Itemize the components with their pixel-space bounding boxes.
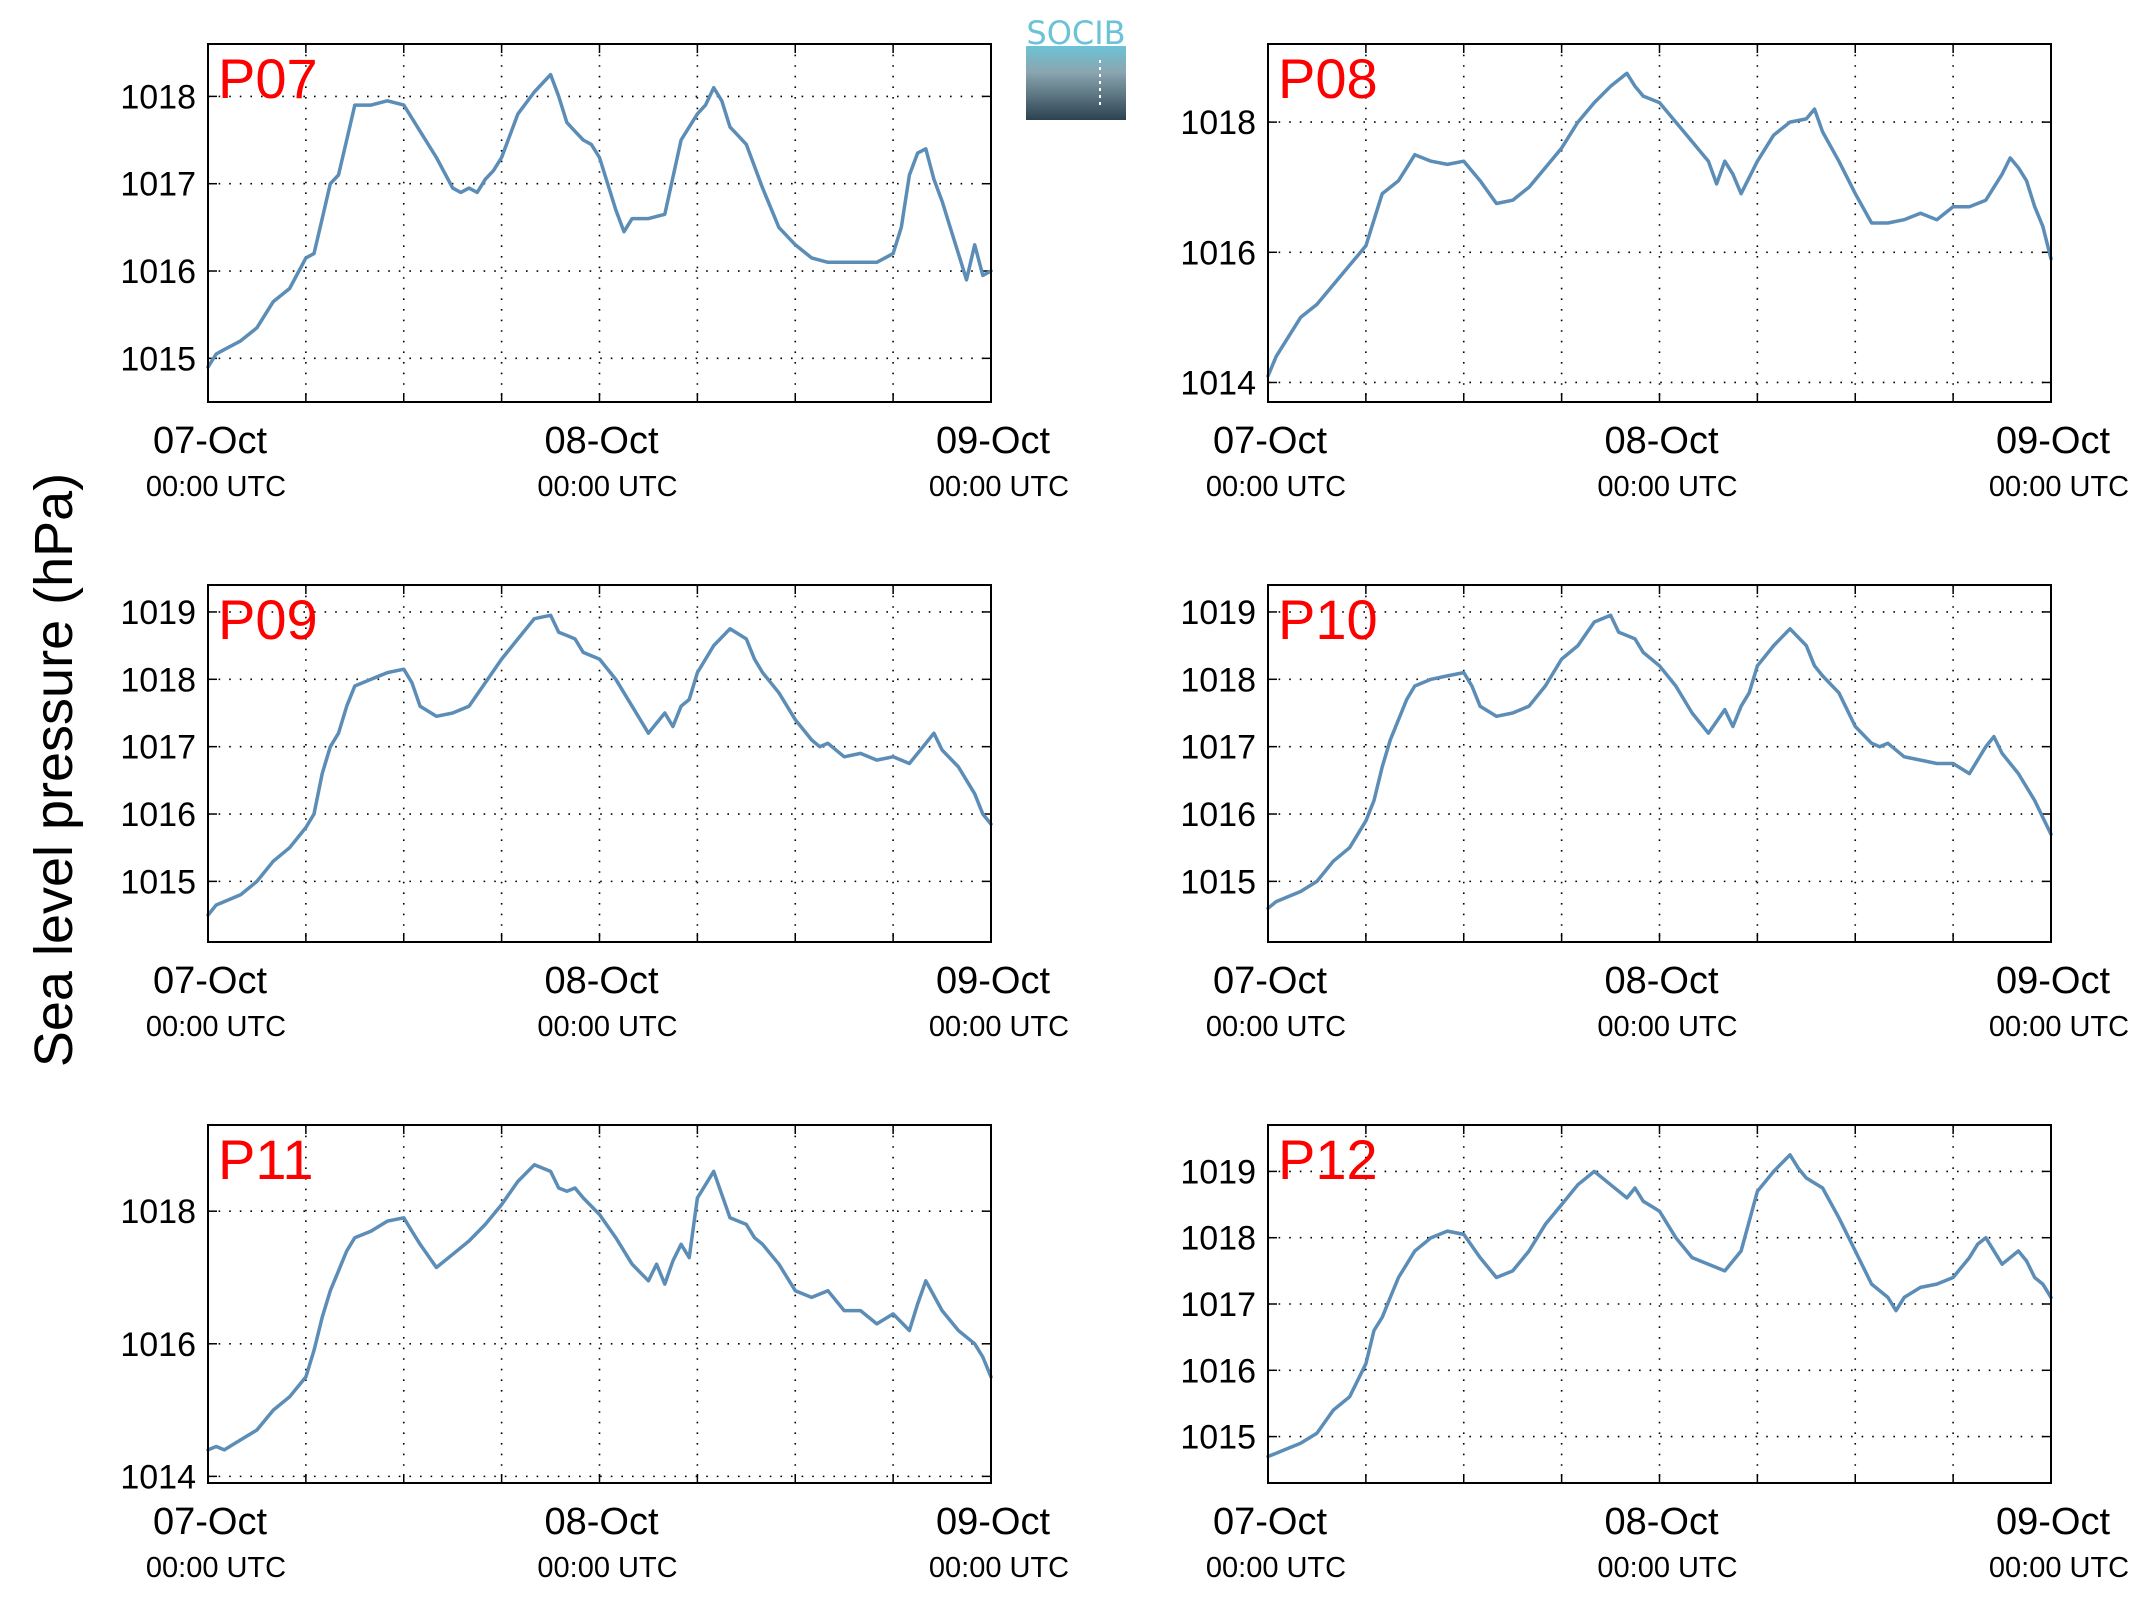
x-tick-label-time: 00:00 UTC xyxy=(929,1552,1069,1584)
chart-panel-p12: 1015 1016 1017 1018 1019 07-Oct 00:00 UTC 08-Oc… xyxy=(1180,1124,2129,1584)
y-tick-label: 1015 xyxy=(1180,863,1256,901)
logo-text: SOCIB xyxy=(1026,14,1125,52)
plot-frame xyxy=(207,584,992,943)
x-tick-label-time: 00:00 UTC xyxy=(1206,471,1346,503)
y-tick-label: 1016 xyxy=(1180,796,1256,834)
x-tick-label-date: 07-Oct xyxy=(153,420,267,462)
series-line xyxy=(206,72,993,369)
y-tick-label: 1015 xyxy=(120,863,196,901)
x-tick-label-time: 00:00 UTC xyxy=(1989,1552,2129,1584)
x-tick-label-date: 09-Oct xyxy=(936,960,1050,1002)
x-tick-label-date: 08-Oct xyxy=(544,420,658,462)
plot-frame xyxy=(1267,1124,2052,1484)
y-axis-label: Sea level pressure (hPa) xyxy=(24,473,84,1067)
y-tick-label: 1014 xyxy=(120,1458,196,1496)
plot-frame xyxy=(1267,584,2052,943)
y-tick-label: 1017 xyxy=(1180,729,1256,767)
x-tick-label-time: 00:00 UTC xyxy=(146,1011,286,1043)
x-tick-label-time: 00:00 UTC xyxy=(537,1011,677,1043)
x-tick-label-time: 00:00 UTC xyxy=(1597,1552,1737,1584)
x-tick-label-date: 09-Oct xyxy=(936,1501,1050,1543)
y-tick-label: 1019 xyxy=(1180,1153,1256,1191)
x-tick-label-date: 08-Oct xyxy=(1604,420,1718,462)
socib-logo: SOCIB xyxy=(1026,14,1126,120)
x-tick-label-date: 08-Oct xyxy=(1604,960,1718,1002)
plot-frame xyxy=(207,1124,992,1484)
x-tick-label-date: 09-Oct xyxy=(936,420,1050,462)
x-tick-label-time: 00:00 UTC xyxy=(1597,1011,1737,1043)
y-tick-label: 1016 xyxy=(1180,1352,1256,1390)
x-tick-label-time: 00:00 UTC xyxy=(1989,1011,2129,1043)
series-line xyxy=(1266,613,2053,911)
series-line xyxy=(1266,71,2053,378)
y-tick-label: 1015 xyxy=(120,340,196,378)
x-tick-label-time: 00:00 UTC xyxy=(146,1552,286,1584)
x-tick-label-time: 00:00 UTC xyxy=(146,471,286,503)
plot-frame xyxy=(207,43,992,403)
y-tick-label: 1018 xyxy=(120,78,196,116)
panel-title: P09 xyxy=(218,588,318,651)
y-tick-label: 1018 xyxy=(120,1193,196,1231)
chart-panel-p09: 1015 1016 1017 1018 1019 07-Oct 00:00 UTC 08-Oc… xyxy=(120,584,1069,1043)
x-tick-label-time: 00:00 UTC xyxy=(929,1011,1069,1043)
y-tick-label: 1014 xyxy=(1180,364,1256,402)
x-tick-label-time: 00:00 UTC xyxy=(1989,471,2129,503)
y-tick-label: 1015 xyxy=(1180,1419,1256,1457)
x-tick-label-date: 07-Oct xyxy=(153,960,267,1002)
y-tick-label: 1018 xyxy=(120,661,196,699)
chart-panel-p07: 1015 1016 1017 1018 07-Oct 00:00 UTC 08-Oct 00:… xyxy=(120,43,1069,503)
x-tick-label-date: 09-Oct xyxy=(1996,1501,2110,1543)
chart-panel-p11: 1014 1016 1018 07-Oct 00:00 UTC 08-Oct 00:00 U… xyxy=(120,1124,1069,1584)
x-tick-label-date: 09-Oct xyxy=(1996,960,2110,1002)
x-tick-label-date: 07-Oct xyxy=(1213,1501,1327,1543)
y-tick-label: 1017 xyxy=(1180,1286,1256,1324)
series-line xyxy=(1266,1153,2053,1459)
panel-title: P10 xyxy=(1278,588,1378,651)
panel-title: P11 xyxy=(218,1128,313,1191)
x-tick-label-date: 08-Oct xyxy=(544,960,658,1002)
series-line xyxy=(206,1163,993,1452)
y-tick-label: 1017 xyxy=(120,729,196,767)
x-tick-label-date: 07-Oct xyxy=(1213,420,1327,462)
chart-panel-p08: 1014 1016 1018 07-Oct 00:00 UTC 08-Oct 00:00 U… xyxy=(1180,43,2129,503)
x-tick-label-time: 00:00 UTC xyxy=(537,471,677,503)
x-tick-label-time: 00:00 UTC xyxy=(537,1552,677,1584)
panel-title: P12 xyxy=(1278,1128,1378,1191)
y-tick-label: 1016 xyxy=(1180,234,1256,272)
series-line xyxy=(206,613,993,917)
x-tick-label-time: 00:00 UTC xyxy=(929,471,1069,503)
y-tick-label: 1017 xyxy=(120,166,196,204)
x-tick-label-date: 07-Oct xyxy=(153,1501,267,1543)
y-tick-label: 1018 xyxy=(1180,1220,1256,1258)
x-tick-label-time: 00:00 UTC xyxy=(1206,1552,1346,1584)
y-tick-label: 1016 xyxy=(120,253,196,291)
y-tick-label: 1019 xyxy=(120,594,196,632)
y-tick-label: 1018 xyxy=(1180,104,1256,142)
y-tick-label: 1016 xyxy=(120,796,196,834)
y-tick-label: 1016 xyxy=(120,1326,196,1364)
panel-title: P07 xyxy=(218,47,318,110)
panel-title: P08 xyxy=(1278,47,1378,110)
x-tick-label-date: 07-Oct xyxy=(1213,960,1327,1002)
plot-frame xyxy=(1267,43,2052,403)
x-tick-label-time: 00:00 UTC xyxy=(1597,471,1737,503)
x-tick-label-time: 00:00 UTC xyxy=(1206,1011,1346,1043)
y-tick-label: 1019 xyxy=(1180,594,1256,632)
y-tick-label: 1018 xyxy=(1180,661,1256,699)
x-tick-label-date: 09-Oct xyxy=(1996,420,2110,462)
x-tick-label-date: 08-Oct xyxy=(544,1501,658,1543)
x-tick-label-date: 08-Oct xyxy=(1604,1501,1718,1543)
chart-panel-p10: 1015 1016 1017 1018 1019 07-Oct 00:00 UTC 08-Oc… xyxy=(1180,584,2129,1043)
